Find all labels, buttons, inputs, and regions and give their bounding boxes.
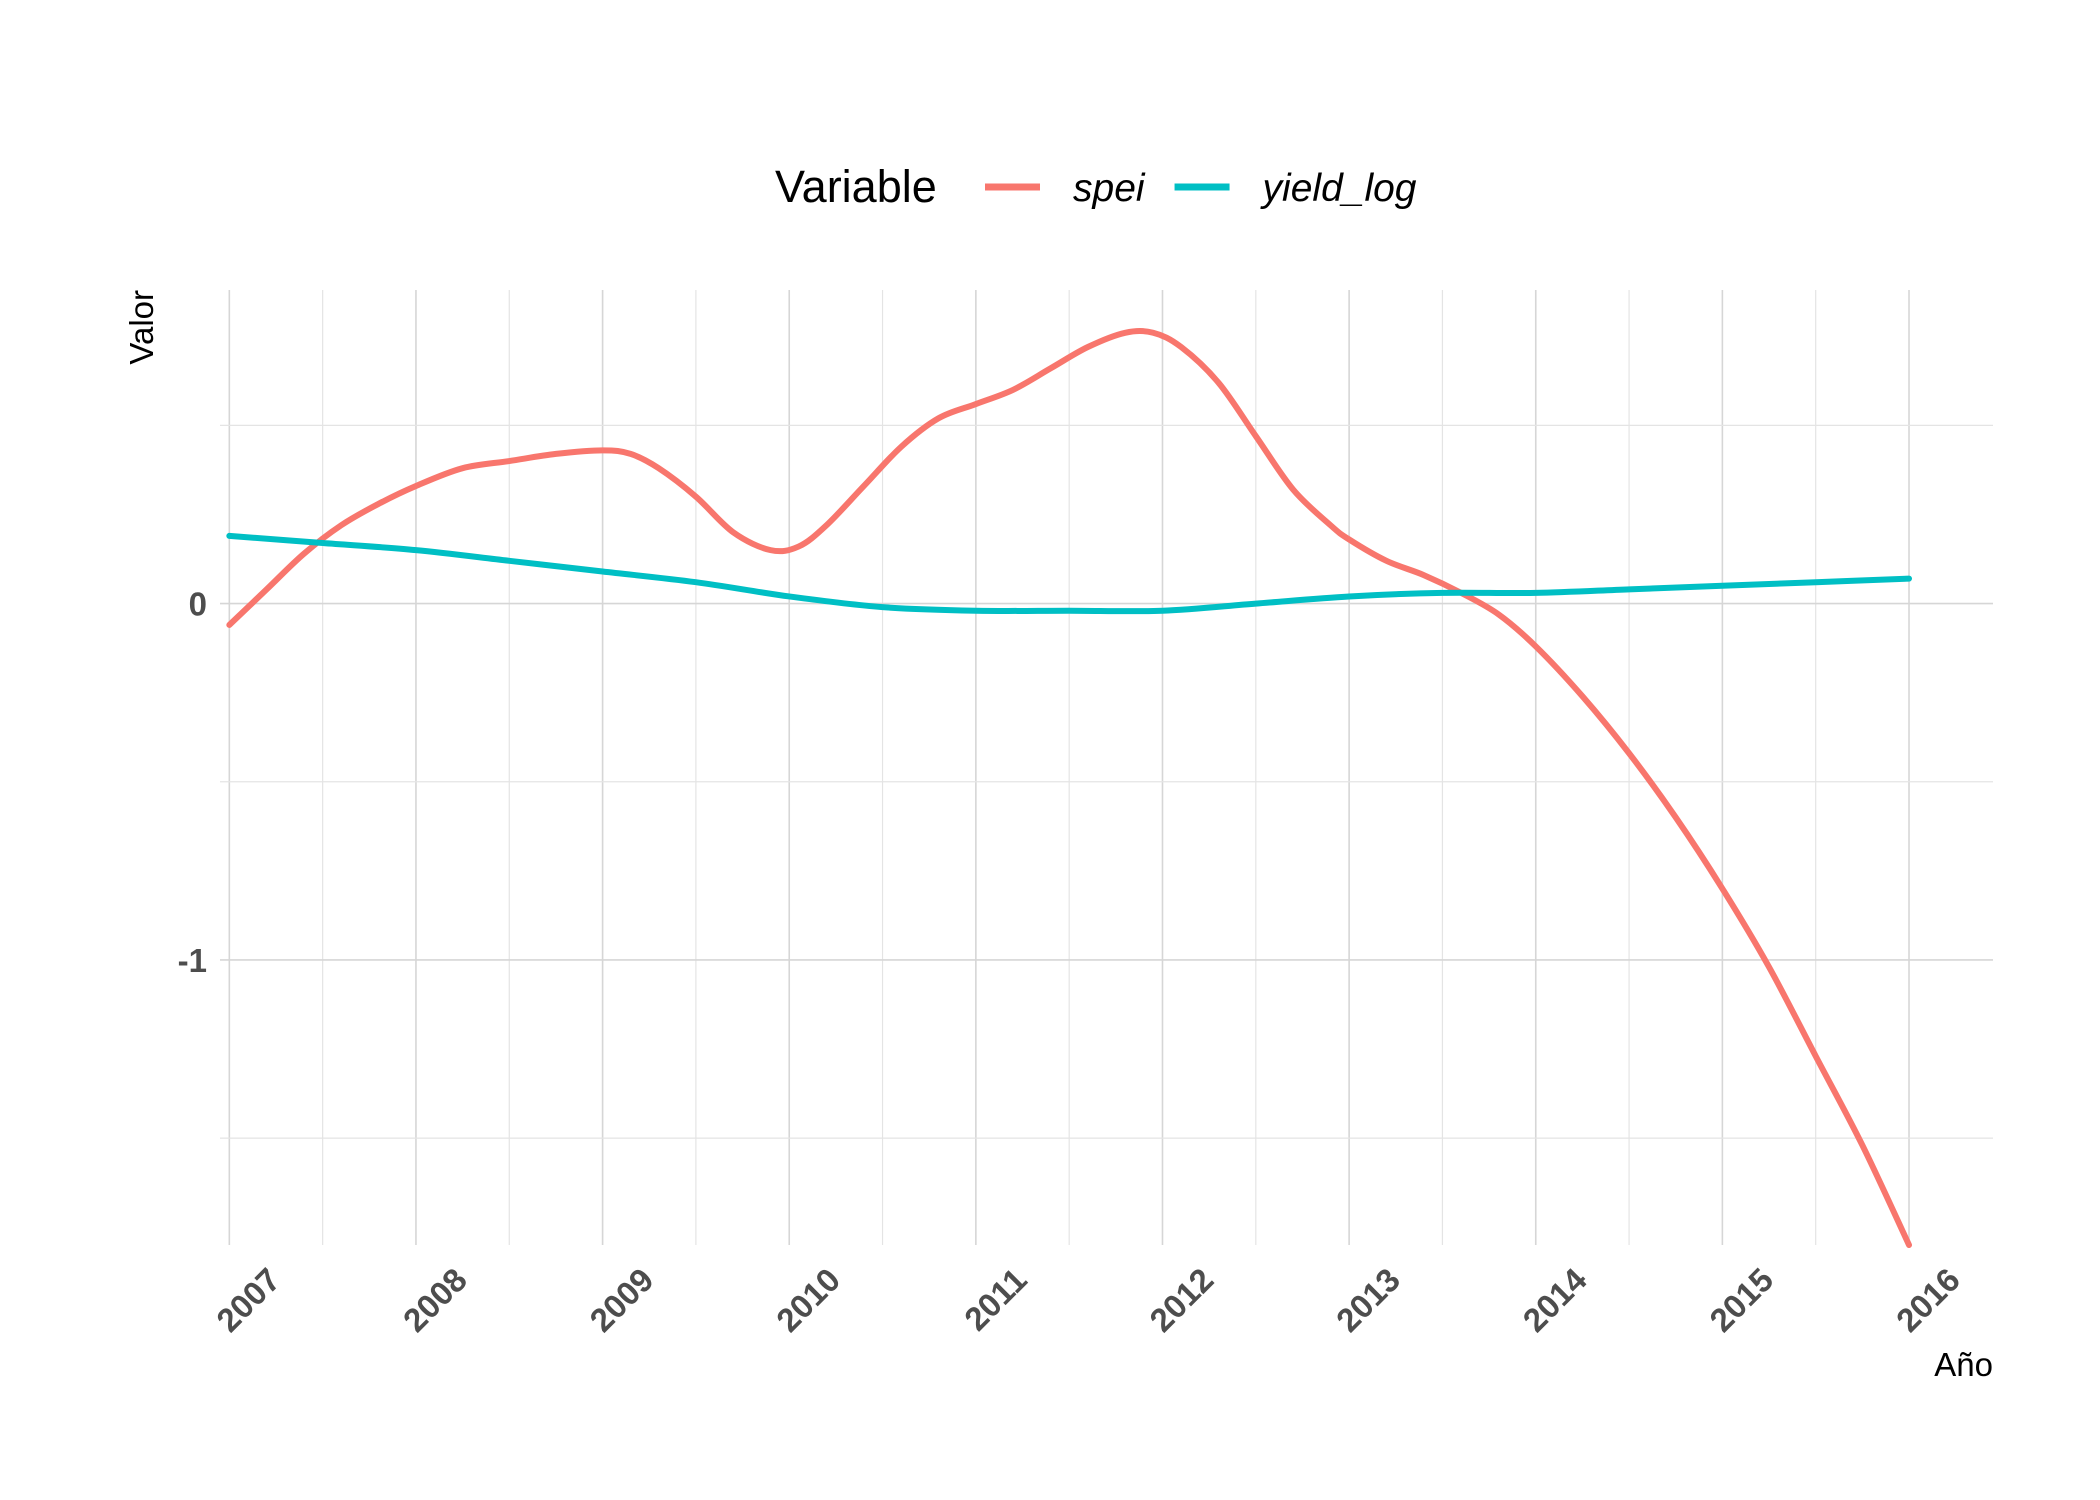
x-tick-label: 2014 [1516, 1260, 1595, 1339]
x-tick-label: 2007 [209, 1261, 287, 1339]
grid [220, 290, 1993, 1245]
legend-label-yield-log: yield_log [1260, 167, 1417, 210]
y-axis-ticks: 0 -1 [178, 586, 207, 979]
y-tick-label: 0 [189, 586, 207, 623]
x-axis-ticks: 2007 2008 2009 2010 2011 2012 2013 2014 2015 2016 [209, 1260, 1967, 1339]
series-layer [226, 327, 1913, 1248]
x-tick-label: 2011 [957, 1261, 1034, 1338]
legend: Variable spei yield_log [775, 161, 1417, 212]
x-tick-label: 2016 [1889, 1261, 1967, 1339]
series-line-yield-log [226, 532, 1913, 615]
x-tick-label: 2013 [1329, 1261, 1407, 1339]
x-tick-label: 2008 [396, 1261, 474, 1339]
x-tick-label: 2009 [582, 1261, 660, 1339]
legend-label-spei: spei [1073, 167, 1146, 210]
x-tick-label: 2015 [1702, 1261, 1780, 1339]
y-tick-label: -1 [178, 942, 207, 979]
x-axis-title: Año [1934, 1346, 1993, 1383]
x-tick-label: 2012 [1142, 1261, 1220, 1339]
x-tick-label: 2010 [769, 1261, 847, 1339]
legend-title: Variable [775, 161, 937, 212]
series-line-spei [226, 327, 1913, 1248]
y-axis-title: Valor [123, 290, 160, 365]
